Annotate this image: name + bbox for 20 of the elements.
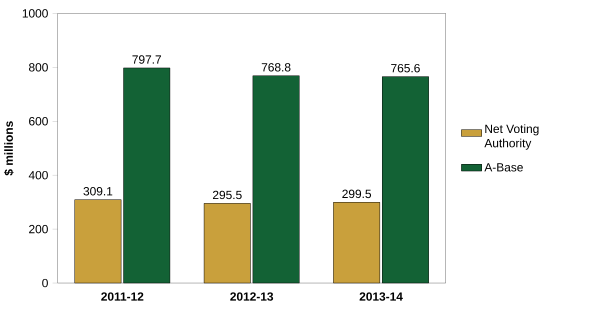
y-tick-label: 600 — [29, 117, 48, 126]
x-tick-label: 2011-12 — [101, 292, 144, 301]
y-tick-label: 1000 — [22, 9, 48, 18]
x-tick-label: 2013-14 — [360, 292, 403, 301]
data-label: 295.5 — [212, 190, 242, 200]
y-tick-label: 200 — [29, 225, 48, 234]
y-axis-title: $ millions — [4, 121, 14, 176]
data-label: 797.7 — [132, 55, 162, 64]
data-label: 765.6 — [391, 64, 420, 73]
data-label: 299.5 — [342, 190, 372, 198]
data-label: 309.1 — [83, 187, 112, 196]
y-tick-label: 400 — [28, 171, 48, 180]
y-tick-label: 800 — [29, 63, 48, 72]
data-label: 768.8 — [262, 63, 290, 72]
bar — [333, 202, 380, 284]
legend-label: A-Base — [484, 163, 523, 172]
bar — [382, 76, 429, 284]
legend-label: Net Voting Authority — [484, 124, 539, 150]
x-tick-label: 2012-13 — [230, 292, 274, 301]
y-tick-label: 0 — [42, 278, 48, 288]
